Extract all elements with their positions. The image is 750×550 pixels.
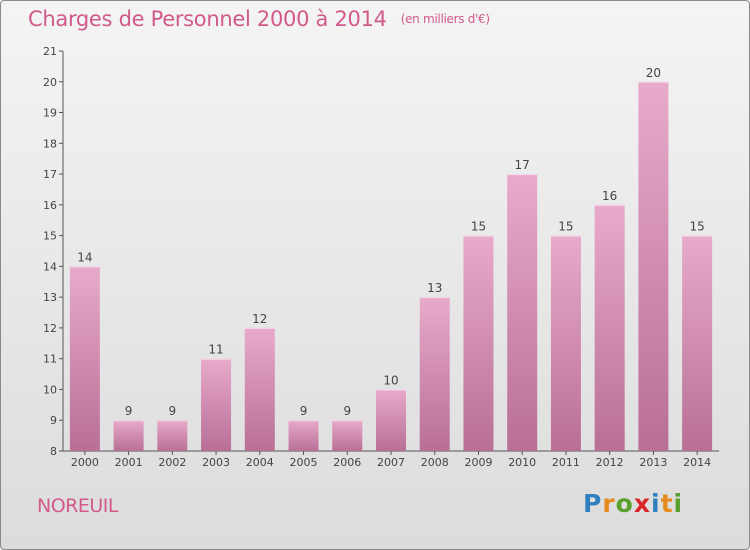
- x-tick-label: 2003: [202, 456, 230, 469]
- bar-value-label: 14: [77, 250, 92, 264]
- x-tick-label: 2011: [552, 456, 580, 469]
- logo-letter: t: [660, 489, 674, 518]
- bar: [69, 266, 100, 451]
- place-name: NOREUIL: [37, 495, 118, 517]
- bar: [463, 235, 494, 451]
- bar-value-label: 15: [471, 220, 486, 234]
- bar-value-label: 10: [383, 373, 398, 387]
- bar: [550, 235, 581, 451]
- y-tick-label: 14: [43, 260, 57, 273]
- y-tick-label: 18: [43, 137, 57, 150]
- x-tick-label: 2010: [508, 456, 536, 469]
- x-tick-label: 2014: [683, 456, 711, 469]
- x-tick-label: 2008: [421, 456, 449, 469]
- y-tick-label: 9: [50, 414, 57, 427]
- logo-letter: P: [583, 489, 603, 518]
- bar-value-label: 9: [343, 404, 351, 418]
- bar: [332, 420, 363, 451]
- bar-value-label: 15: [558, 220, 573, 234]
- y-tick-label: 10: [43, 383, 57, 396]
- chart-title: Charges de Personnel 2000 à 2014 (en mill…: [28, 7, 490, 31]
- bar-value-label: 12: [252, 312, 267, 326]
- logo-letter: i: [673, 489, 684, 518]
- bar: [288, 420, 319, 451]
- x-tick-label: 2009: [464, 456, 492, 469]
- y-tick-label: 16: [43, 199, 57, 212]
- proxiti-logo: Proxiti: [583, 489, 683, 518]
- logo-letter: i: [651, 489, 661, 518]
- logo-letter: r: [602, 489, 616, 518]
- x-tick-label: 2000: [71, 456, 99, 469]
- x-tick-label: 2002: [158, 456, 186, 469]
- x-tick-label: 2007: [377, 456, 405, 469]
- y-tick-label: 20: [43, 76, 57, 89]
- y-tick-label: 13: [43, 291, 57, 304]
- logo-letter: o: [615, 489, 634, 518]
- bar-value-label: 11: [208, 343, 223, 357]
- bar-value-label: 9: [125, 404, 133, 418]
- bar: [419, 297, 450, 451]
- y-tick-label: 17: [43, 168, 57, 181]
- bar-value-label: 9: [169, 404, 177, 418]
- y-tick-label: 21: [43, 45, 57, 58]
- y-tick-label: 19: [43, 107, 57, 120]
- y-tick-label: 15: [43, 230, 57, 243]
- bar: [682, 235, 713, 451]
- bar-value-label: 20: [646, 66, 661, 80]
- x-tick-label: 2013: [639, 456, 667, 469]
- bar: [244, 327, 275, 451]
- x-tick-label: 2012: [596, 456, 624, 469]
- x-tick-label: 2005: [290, 456, 318, 469]
- y-tick-label: 8: [50, 445, 57, 458]
- bar: [638, 81, 669, 452]
- bar: [157, 420, 188, 451]
- bar-value-label: 17: [515, 158, 530, 172]
- bar-value-label: 13: [427, 281, 442, 295]
- chart-subtitle: (en milliers d'€): [400, 12, 490, 26]
- bar: [376, 389, 406, 451]
- bar: [507, 174, 538, 452]
- bar: [201, 358, 232, 451]
- x-tick-label: 2004: [246, 456, 274, 469]
- x-tick-label: 2006: [333, 456, 361, 469]
- bar: [113, 420, 144, 451]
- bar-value-label: 9: [300, 404, 308, 418]
- bar-value-label: 15: [689, 220, 704, 234]
- x-tick-label: 2001: [115, 456, 143, 469]
- bar-value-label: 16: [602, 189, 617, 203]
- bar: [594, 204, 625, 451]
- y-tick-label: 11: [43, 353, 57, 366]
- y-tick-label: 12: [43, 322, 57, 335]
- logo-letter: x: [633, 489, 651, 518]
- chart-title-text: Charges de Personnel 2000 à 2014: [28, 7, 387, 31]
